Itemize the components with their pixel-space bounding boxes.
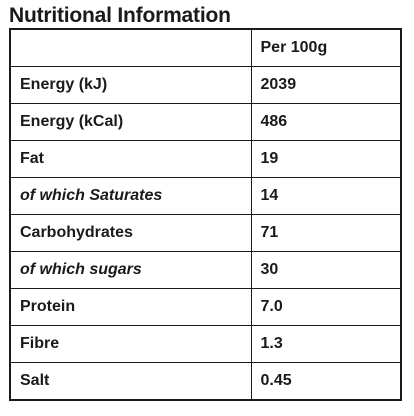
table-row: of which sugars 30 [9,251,402,289]
table-row: Energy (kCal) 486 [9,103,402,141]
header-nutrient [9,28,252,67]
nutrient-name: Fat [9,140,252,178]
table-header-row: Per 100g [9,28,402,67]
nutrient-name: of which Saturates [9,177,252,215]
table-row: Fat 19 [9,140,402,178]
nutrient-name: Salt [9,362,252,401]
nutrient-value: 30 [250,251,402,289]
nutrient-value: 1.3 [250,325,402,363]
nutrient-name: Energy (kJ) [9,66,252,104]
nutrient-value: 486 [250,103,402,141]
table-row: Energy (kJ) 2039 [9,66,402,104]
table-row: Salt 0.45 [9,362,402,401]
nutrient-value: 0.45 [250,362,402,401]
nutrient-name: Energy (kCal) [9,103,252,141]
nutrient-value: 71 [250,214,402,252]
table-row: Fibre 1.3 [9,325,402,363]
nutrient-value: 2039 [250,66,402,104]
nutrition-table: Per 100g Energy (kJ) 2039 Energy (kCal) … [9,28,402,401]
nutrient-name: Fibre [9,325,252,363]
nutrient-value: 14 [250,177,402,215]
nutrient-name: of which sugars [9,251,252,289]
nutrient-name: Protein [9,288,252,326]
table-row: Carbohydrates 71 [9,214,402,252]
nutrient-name: Carbohydrates [9,214,252,252]
header-per-100g: Per 100g [250,28,402,67]
page-title: Nutritional Information [9,4,231,27]
nutrient-value: 19 [250,140,402,178]
table-row: of which Saturates 14 [9,177,402,215]
table-row: Protein 7.0 [9,288,402,326]
nutrient-value: 7.0 [250,288,402,326]
